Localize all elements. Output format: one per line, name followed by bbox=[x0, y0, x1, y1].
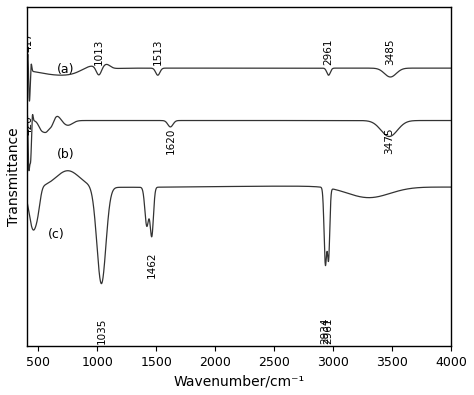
Text: 2961: 2961 bbox=[324, 318, 334, 344]
Text: (a): (a) bbox=[57, 63, 75, 76]
Text: 417: 417 bbox=[24, 32, 34, 52]
Text: 420: 420 bbox=[24, 115, 34, 135]
Text: 1462: 1462 bbox=[147, 252, 157, 278]
Text: 3475: 3475 bbox=[384, 127, 394, 154]
Text: (b): (b) bbox=[57, 148, 75, 160]
X-axis label: Wavenumber/cm⁻¹: Wavenumber/cm⁻¹ bbox=[173, 374, 304, 388]
Text: 2961: 2961 bbox=[324, 39, 334, 65]
Text: 1513: 1513 bbox=[153, 39, 163, 65]
Y-axis label: Transmittance: Transmittance bbox=[7, 127, 21, 226]
Text: (c): (c) bbox=[48, 228, 64, 241]
Text: 1013: 1013 bbox=[94, 39, 104, 65]
Text: 1620: 1620 bbox=[165, 128, 175, 154]
Text: 2934: 2934 bbox=[320, 318, 330, 344]
Text: 1035: 1035 bbox=[96, 318, 106, 344]
Text: 3485: 3485 bbox=[385, 39, 395, 65]
